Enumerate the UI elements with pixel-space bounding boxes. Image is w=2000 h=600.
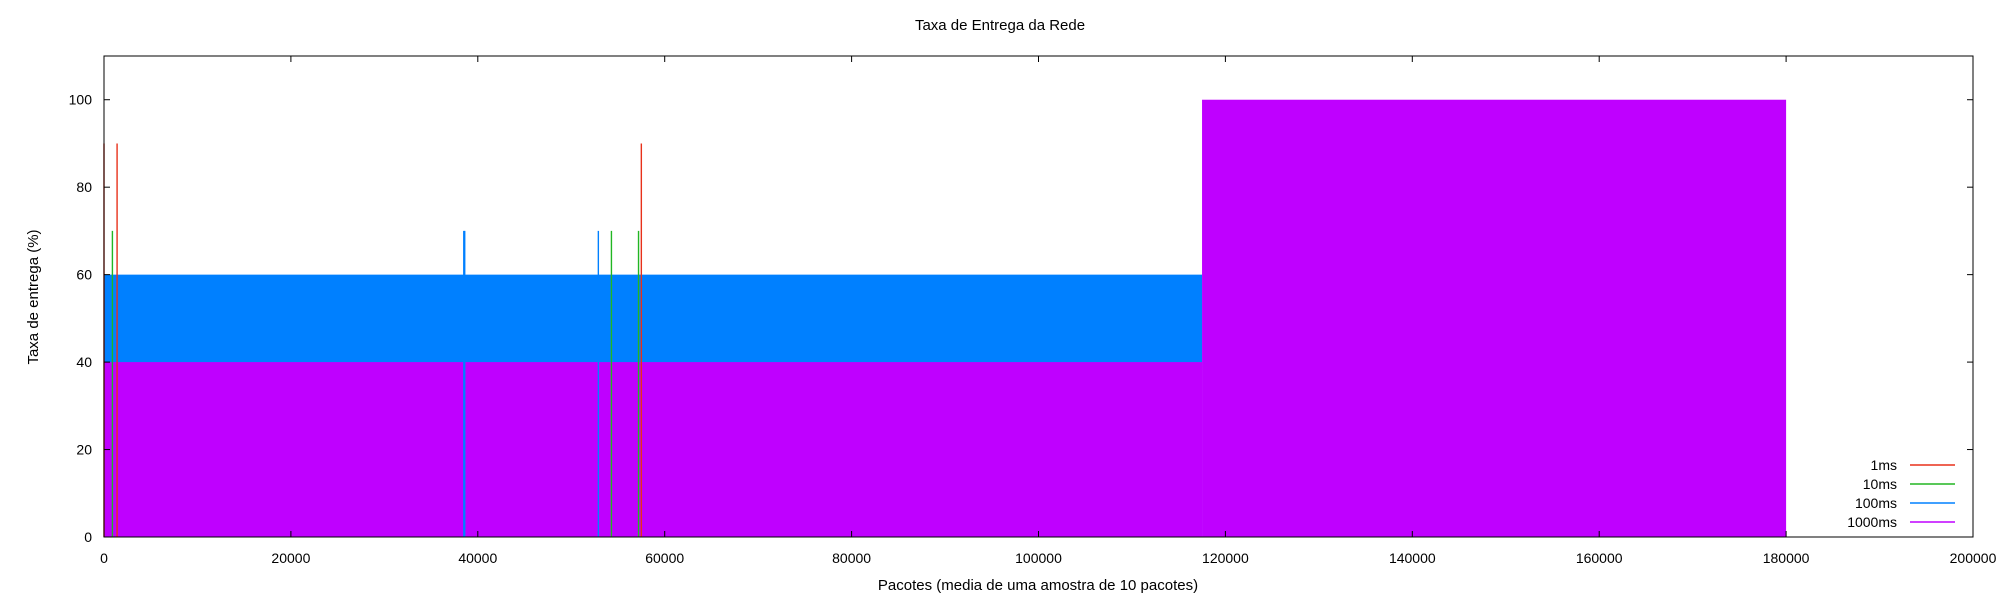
x-tick-label-7: 140000 — [1389, 550, 1436, 566]
area-segment-1000ms-0 — [104, 362, 1203, 537]
legend-label-100ms: 100ms — [1855, 495, 1897, 511]
x-tick-label-3: 60000 — [645, 550, 684, 566]
chart-title: Taxa de Entrega da Rede — [915, 17, 1085, 34]
x-tick-label-0: 0 — [100, 550, 108, 566]
x-axis: 0 20000 40000 60000 80000 100000 120000 140000 1… — [100, 56, 1997, 566]
area-segment-1000ms-1 — [1202, 99, 1787, 538]
x-axis-title: Pacotes (media de uma amostra de 10 paco… — [878, 577, 1198, 594]
y-axis-title: Taxa de entrega (%) — [25, 229, 42, 364]
y-axis: 0 20 40 60 80 100 — [69, 92, 1973, 545]
legend-label-1000ms: 1000ms — [1847, 514, 1897, 530]
x-tick-label-10: 200000 — [1950, 550, 1997, 566]
legend-label-1ms: 1ms — [1871, 457, 1897, 473]
y-tick-label-5: 100 — [69, 92, 93, 108]
y-tick-label-3: 60 — [76, 267, 92, 283]
x-tick-label-5: 100000 — [1015, 550, 1062, 566]
legend: 1ms 10ms 100ms 1000ms — [1847, 457, 1955, 530]
x-tick-label-4: 80000 — [832, 550, 871, 566]
y-tick-label-1: 20 — [76, 442, 92, 458]
x-tick-label-8: 160000 — [1576, 550, 1623, 566]
legend-label-10ms: 10ms — [1863, 476, 1897, 492]
y-tick-label-0: 0 — [84, 529, 92, 545]
x-tick-label-9: 180000 — [1763, 550, 1810, 566]
x-tick-label-6: 120000 — [1202, 550, 1249, 566]
x-tick-label-1: 20000 — [271, 550, 310, 566]
x-tick-label-2: 40000 — [458, 550, 497, 566]
y-tick-label-2: 40 — [76, 354, 92, 370]
plot-fills — [104, 99, 1787, 538]
y-tick-label-4: 80 — [76, 179, 92, 195]
